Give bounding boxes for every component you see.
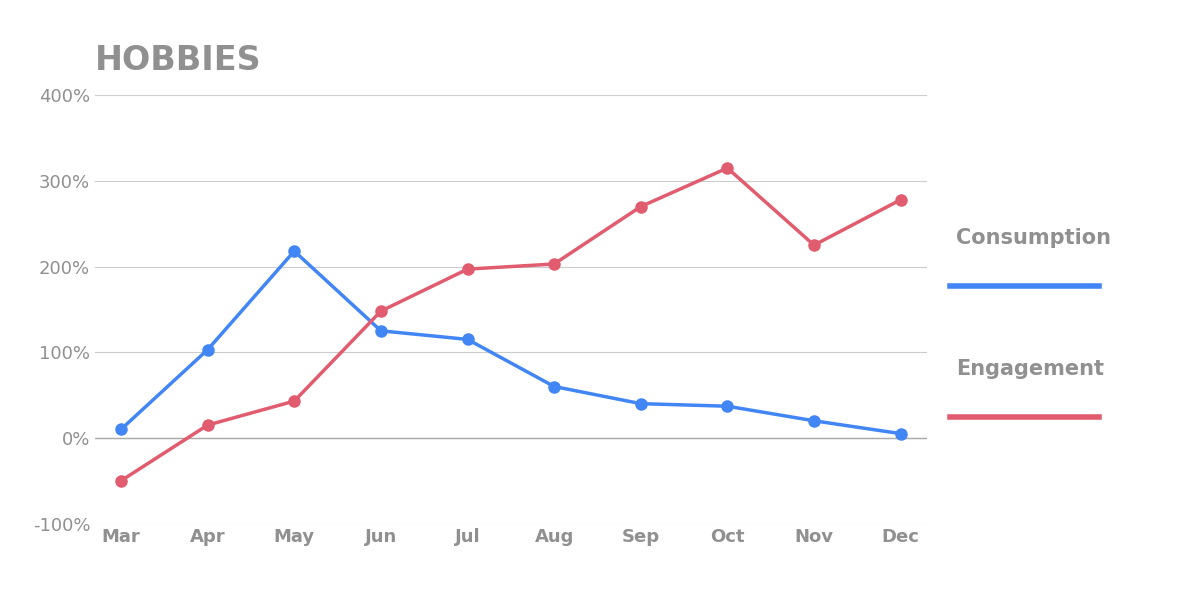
- Text: Consumption: Consumption: [956, 228, 1111, 248]
- Text: HOBBIES: HOBBIES: [95, 44, 261, 77]
- Text: Engagement: Engagement: [956, 359, 1105, 379]
